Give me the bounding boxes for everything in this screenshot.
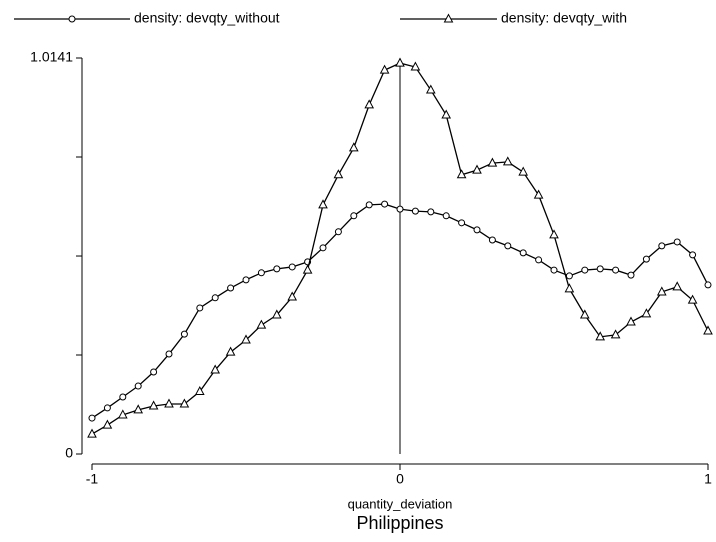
data-point <box>134 382 142 390</box>
data-point <box>242 276 250 284</box>
data-point <box>180 330 188 338</box>
data-point <box>225 346 236 356</box>
data-point <box>658 242 666 250</box>
data-point <box>102 419 113 429</box>
data-point <box>227 284 235 292</box>
data-point <box>103 404 111 412</box>
data-point <box>410 61 421 71</box>
data-point <box>211 294 219 302</box>
data-point <box>610 329 621 339</box>
data-point <box>395 57 405 67</box>
data-point <box>488 236 496 244</box>
legend-label: density: devqty_without <box>134 10 280 26</box>
data-point <box>687 294 698 304</box>
data-point <box>473 226 481 234</box>
data-point <box>210 364 221 374</box>
data-point <box>579 309 590 319</box>
data-point <box>458 219 466 227</box>
data-point <box>318 199 328 209</box>
data-point <box>626 316 636 326</box>
data-point <box>472 164 482 174</box>
data-point <box>150 368 158 376</box>
data-point <box>641 308 652 318</box>
data-point <box>565 272 573 280</box>
chart-title: Philippines <box>356 513 443 533</box>
data-point <box>427 208 435 216</box>
data-point <box>456 169 467 179</box>
data-point <box>379 64 390 74</box>
legend-marker <box>68 15 76 23</box>
data-point <box>549 229 559 239</box>
data-point <box>179 398 190 408</box>
data-point <box>350 212 358 220</box>
data-point <box>504 242 512 250</box>
x-tick-label: 0 <box>396 471 404 487</box>
x-axis-label: quantity_deviation <box>348 496 453 511</box>
data-point <box>550 266 558 274</box>
y-tick-label: 0 <box>65 445 73 461</box>
data-point <box>256 319 267 329</box>
data-point <box>117 409 128 419</box>
data-point <box>348 142 359 152</box>
data-point <box>612 266 620 274</box>
data-point <box>302 264 313 274</box>
data-point <box>487 157 498 167</box>
legend-marker <box>443 13 454 23</box>
data-point <box>133 404 144 414</box>
data-point <box>672 281 683 291</box>
x-tick-label: -1 <box>86 471 99 487</box>
x-tick-label: 1 <box>704 471 712 487</box>
data-point <box>365 201 373 209</box>
y-tick-label: 1.0141 <box>30 49 73 65</box>
data-point <box>502 156 513 166</box>
data-point <box>642 255 650 263</box>
data-point <box>411 207 419 215</box>
data-point <box>519 249 527 257</box>
data-point <box>396 205 404 213</box>
data-point <box>673 238 681 246</box>
data-point <box>273 265 281 273</box>
data-point <box>656 286 667 296</box>
data-point <box>564 283 575 293</box>
data-point <box>194 385 205 396</box>
data-point <box>703 325 713 335</box>
data-point <box>533 189 544 199</box>
data-point <box>319 244 327 252</box>
data-point <box>627 271 635 279</box>
data-point <box>334 228 342 236</box>
data-point <box>288 263 296 271</box>
data-point <box>689 251 697 259</box>
data-point <box>442 212 450 220</box>
data-point <box>87 428 97 438</box>
data-point <box>381 200 389 208</box>
data-point <box>425 84 436 94</box>
data-point <box>148 400 159 410</box>
data-point <box>165 350 173 358</box>
data-point <box>164 398 174 408</box>
legend-label: density: devqty_with <box>501 10 627 26</box>
data-point <box>241 334 251 344</box>
data-point <box>88 414 96 422</box>
data-point <box>196 304 204 312</box>
data-point <box>518 166 529 176</box>
data-point <box>596 265 604 273</box>
data-point <box>271 309 282 319</box>
data-point <box>704 281 712 289</box>
data-point <box>581 266 589 274</box>
data-point <box>364 99 375 109</box>
data-point <box>441 109 452 119</box>
data-point <box>287 291 298 301</box>
data-point <box>333 169 344 179</box>
data-point <box>119 393 127 401</box>
data-point <box>595 331 606 341</box>
data-point <box>257 269 265 277</box>
data-point <box>535 256 543 264</box>
